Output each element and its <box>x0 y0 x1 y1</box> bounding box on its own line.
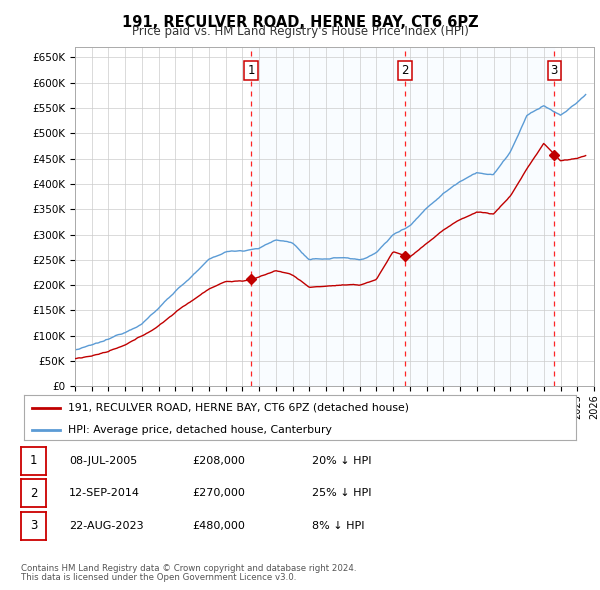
Text: £480,000: £480,000 <box>192 521 245 530</box>
Text: HPI: Average price, detached house, Canterbury: HPI: Average price, detached house, Cant… <box>68 425 332 435</box>
Text: £270,000: £270,000 <box>192 489 245 498</box>
Text: 191, RECULVER ROAD, HERNE BAY, CT6 6PZ (detached house): 191, RECULVER ROAD, HERNE BAY, CT6 6PZ (… <box>68 403 409 412</box>
Text: Contains HM Land Registry data © Crown copyright and database right 2024.: Contains HM Land Registry data © Crown c… <box>21 565 356 573</box>
Text: 2: 2 <box>30 487 37 500</box>
Bar <box>251 47 554 386</box>
Text: 25% ↓ HPI: 25% ↓ HPI <box>312 489 371 498</box>
Text: 8% ↓ HPI: 8% ↓ HPI <box>312 521 365 530</box>
Text: 22-AUG-2023: 22-AUG-2023 <box>69 521 143 530</box>
Text: £208,000: £208,000 <box>192 456 245 466</box>
Text: Price paid vs. HM Land Registry's House Price Index (HPI): Price paid vs. HM Land Registry's House … <box>131 25 469 38</box>
Text: 3: 3 <box>551 64 558 77</box>
Text: 1: 1 <box>30 454 37 467</box>
Text: 3: 3 <box>30 519 37 532</box>
Text: 2: 2 <box>401 64 409 77</box>
Text: 191, RECULVER ROAD, HERNE BAY, CT6 6PZ: 191, RECULVER ROAD, HERNE BAY, CT6 6PZ <box>122 15 478 30</box>
Text: 20% ↓ HPI: 20% ↓ HPI <box>312 456 371 466</box>
Text: 12-SEP-2014: 12-SEP-2014 <box>69 489 140 498</box>
Text: 08-JUL-2005: 08-JUL-2005 <box>69 456 137 466</box>
Text: This data is licensed under the Open Government Licence v3.0.: This data is licensed under the Open Gov… <box>21 573 296 582</box>
Text: 1: 1 <box>247 64 255 77</box>
